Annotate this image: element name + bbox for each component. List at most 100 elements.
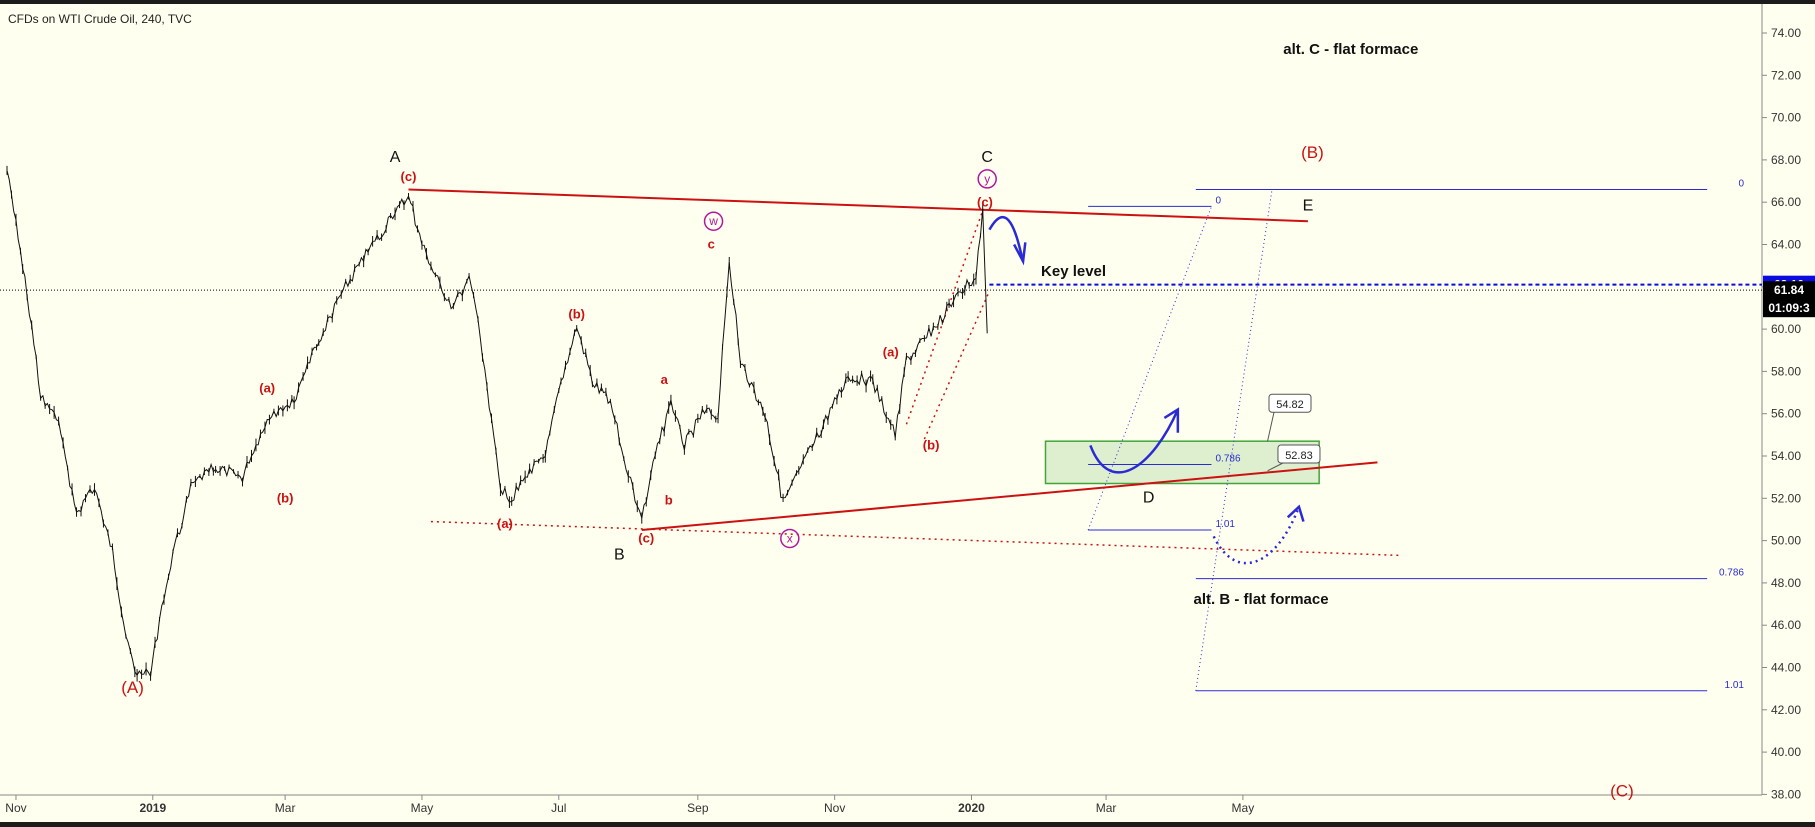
price-tick-label: 64.00 [1771,238,1801,252]
wave-label-b-1: (b) [277,491,294,506]
price-callout-1[interactable]: 54.82 [1268,393,1312,413]
price-tick-label: 72.00 [1771,68,1801,82]
wave-label-b-small: b [665,493,673,508]
wave-label-a-small: a [661,372,669,387]
time-tick-label: Nov [824,801,845,815]
wave-label-w: w [708,214,718,228]
wave-label-w-circle [703,211,724,231]
wave-label-B: B [614,547,625,564]
wave-label-c-1: (c) [401,169,417,184]
fib-channels [1087,189,1273,691]
time-tick-label: 2020 [958,801,985,815]
price-callout-1-label: 54.82 [1276,399,1304,411]
time-tick-label: Sep [687,801,709,815]
key-level-label: Key level [1041,263,1106,280]
wave-label-C: C [981,149,993,166]
projection-arrows [988,215,1305,565]
fib-lower-101-label: 1.01 [1725,680,1745,691]
wave-label-x-circle [780,528,800,549]
alt-b-annotation: alt. B - flat formace [1194,591,1329,608]
wave-label-E: E [1303,198,1314,215]
price-tick-label: 52.00 [1771,491,1801,505]
price-tick-label: 70.00 [1771,111,1801,125]
price-tick-label: 66.00 [1771,195,1801,209]
price-tick-label: 40.00 [1771,745,1801,759]
price-series-detail [6,165,984,682]
price-callout-2[interactable]: 52.83 [1277,444,1321,464]
price-tick-label: 56.00 [1771,407,1801,421]
wave-label-b-2: (b) [568,307,585,322]
wave-label-a-1: (a) [259,381,275,396]
fib-channel-lower-left [1195,189,1273,691]
fib-lower-0-label: 0 [1738,179,1744,190]
time-tick-label: 2019 [139,801,166,815]
up-projection-arrowhead [1163,407,1180,433]
callout-1-pointer [1267,412,1275,442]
fib-upper-101-label: 1.01 [1215,519,1235,530]
wave-label-c-small: c [708,237,715,252]
price-tick-label: 38.00 [1771,787,1801,801]
bottom-border [0,822,1815,827]
wave-label-D: D [1143,490,1155,507]
wave-label-b-3: (b) [923,438,940,453]
last-price-badge-bg [1763,281,1815,318]
last-price-badge[interactable]: 61.84 01:09:3 [1763,281,1815,318]
price-callout-2-box [1277,444,1321,464]
dotted-projection-arrow [1212,506,1301,565]
wave-label-A: A [390,149,401,166]
up-projection-arrow [1089,408,1179,474]
fib-upper-0786-label: 0.786 [1215,453,1240,464]
price-tick-label: 48.00 [1771,576,1801,590]
price-tick-label: 50.00 [1771,534,1801,548]
price-tick-label: 54.00 [1771,449,1801,463]
time-tick-label: Mar [1096,801,1117,815]
wave-labels: (A) (B) (C) A B C D E (a) (b) (c) (a) (b) (c) (a) (b) (c… [121,143,1633,801]
lower-trendline[interactable] [641,461,1378,532]
wave-label-x: x [787,531,793,545]
price-tick-label: 68.00 [1771,153,1801,167]
fib-levels[interactable]: 0 0.786 1.01 0 0.786 1.01 [1088,179,1745,692]
upper-trendline[interactable] [408,188,1308,223]
callout-2-pointer [1267,462,1284,472]
wave-label-B-cap: (B) [1301,143,1324,162]
price-tick-label: 44.00 [1771,661,1801,675]
price-axis[interactable]: 74.0072.0070.0068.0066.0064.0062.0060.00… [1762,26,1801,801]
fib-channel-upper-left [1087,206,1212,531]
time-tick-label: Nov [5,801,26,815]
price-callout-1-box [1268,393,1312,413]
alt-c-annotation: alt. C - flat formace [1283,41,1418,58]
down-projection-arrowhead [1013,242,1027,266]
price-tick-label: 58.00 [1771,364,1801,378]
price-tick-label: 46.00 [1771,618,1801,632]
wave-label-A-cap: (A) [121,678,144,697]
fib-upper-0-label: 0 [1215,195,1221,206]
time-tick-label: Mar [275,801,296,815]
down-projection-arrow [988,215,1025,262]
time-tick-label: May [411,801,434,815]
time-tick-label: Jul [551,801,566,815]
wave-label-c-3: (c) [977,194,993,209]
wave-label-c-2: (c) [638,531,654,546]
wave-label-C-cap: (C) [1610,782,1634,801]
price-callout-2-label: 52.83 [1285,450,1313,462]
wave-label-y-circle [977,169,997,189]
wave-label-a-3: (a) [883,345,899,360]
symbol-title[interactable]: CFDs on WTI Crude Oil, 240, TVC [8,12,192,26]
time-tick-label: May [1232,801,1255,815]
price-tick-label: 60.00 [1771,322,1801,336]
bar-countdown-label: 01:09:3 [1768,301,1810,315]
time-axis[interactable]: Nov 2019 Mar May Jul Sep Nov 2020 Mar May [5,795,1254,815]
price-tick-label: 74.00 [1771,26,1801,40]
price-tick-label: 42.00 [1771,703,1801,717]
fib-lower-0786-label: 0.786 [1719,568,1744,579]
plot-area[interactable] [0,4,1762,822]
wave-label-y: y [984,172,990,186]
top-border [0,0,1815,4]
wave-label-a-2: (a) [497,516,513,531]
dotted-projection-arrowhead [1286,504,1305,522]
channel-upper-dotted[interactable] [905,210,984,425]
trend-lines[interactable] [408,188,1400,557]
last-price-badge-label: 61.84 [1774,283,1804,297]
